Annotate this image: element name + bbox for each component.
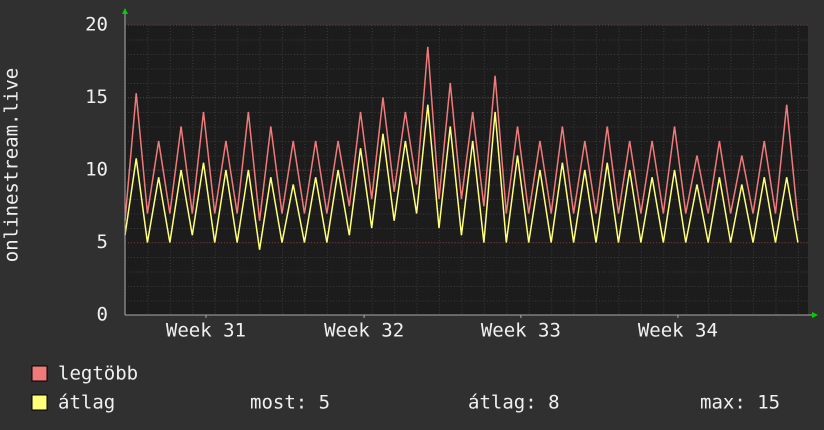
- legend-swatch: [31, 365, 48, 382]
- x-tick-label: Week 33: [481, 320, 561, 342]
- legend-label: legtöbb: [58, 363, 138, 385]
- x-tick-label: Week 32: [324, 320, 404, 342]
- y-arrow: [122, 8, 128, 14]
- stat: max: 15: [700, 392, 780, 414]
- y-tick-label: 5: [97, 231, 108, 253]
- legend-swatch: [31, 394, 48, 411]
- y-tick-label: 20: [85, 14, 108, 36]
- x-arrow: [812, 312, 818, 318]
- x-tick-label: Week 34: [638, 320, 718, 342]
- plot-layer: [124, 24, 808, 316]
- stat: most: 5: [250, 392, 330, 414]
- series-line: [124, 104, 799, 250]
- series-line: [124, 46, 799, 221]
- y-tick-label: 10: [85, 159, 108, 181]
- legend-label: átlag: [58, 392, 115, 414]
- x-tick-label: Week 31: [166, 320, 246, 342]
- stat: átlag: 8: [468, 392, 560, 414]
- y-tick-label: 0: [97, 304, 108, 326]
- y-tick-label: 15: [85, 86, 108, 108]
- y-axis-label: onlinestream.live: [1, 68, 23, 262]
